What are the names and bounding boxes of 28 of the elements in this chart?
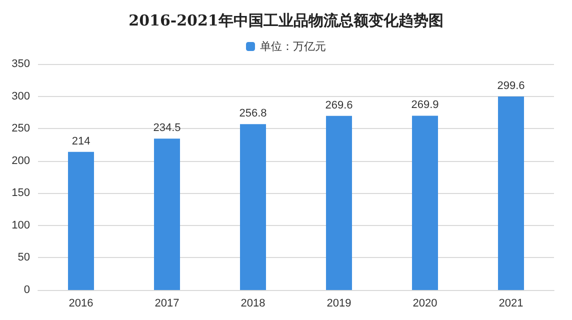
chart-title: 2016-2021年中国工业品物流总额变化趋势图 xyxy=(128,12,444,30)
y-tick-label: 350 xyxy=(12,58,30,70)
x-tick-label: 2018 xyxy=(240,298,266,310)
y-tick-label: 150 xyxy=(12,187,30,200)
bar xyxy=(498,96,524,290)
legend-label: 单位：万亿元 xyxy=(260,40,326,53)
x-tick-label: 2021 xyxy=(498,298,524,310)
bar xyxy=(154,138,180,290)
data-label: 299.6 xyxy=(497,80,525,92)
data-label: 234.5 xyxy=(153,122,181,134)
data-label: 256.8 xyxy=(239,108,267,120)
y-tick-label: 300 xyxy=(12,90,30,102)
y-tick-label: 200 xyxy=(12,154,30,167)
x-tick-label: 2017 xyxy=(154,298,180,310)
y-tick-label: 100 xyxy=(12,219,30,232)
y-tick-label: 50 xyxy=(18,252,30,264)
bar xyxy=(240,124,266,290)
y-tick-label: 250 xyxy=(12,122,30,135)
data-label: 269.9 xyxy=(411,99,439,112)
x-tick-label: 2016 xyxy=(68,298,94,310)
data-label: 269.6 xyxy=(325,99,353,112)
x-tick-label: 2020 xyxy=(412,298,438,310)
bar xyxy=(68,152,94,290)
bar xyxy=(412,116,438,290)
x-tick-label: 2019 xyxy=(326,298,352,310)
y-tick-label: 0 xyxy=(24,284,30,296)
data-label: 214 xyxy=(72,135,90,148)
bar xyxy=(326,116,352,290)
